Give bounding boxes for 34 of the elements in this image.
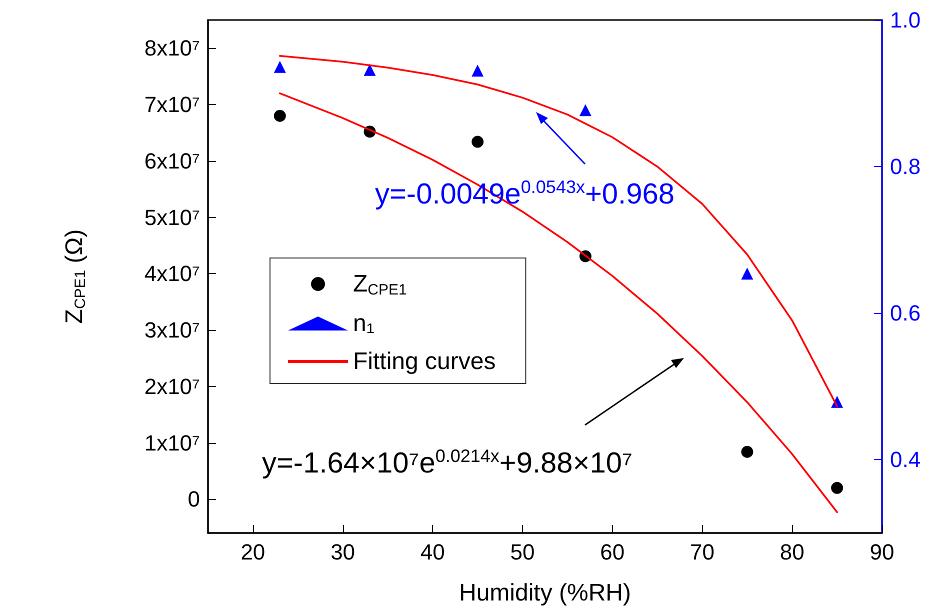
x-axis-title: Humidity (%RH) (458, 580, 632, 606)
y-tick-label: 6x10⁷ (144, 148, 200, 174)
x-tick-label: 90 (870, 540, 894, 564)
x-tick-label: 40 (420, 540, 445, 564)
x-tick-label: 70 (690, 540, 715, 564)
point (472, 64, 484, 77)
point (364, 64, 376, 76)
y-axis-title: ZCPE1 (Ω) (61, 229, 89, 324)
y-tick-label: 2x10⁷ (144, 374, 200, 399)
point (579, 104, 592, 116)
point (831, 482, 844, 494)
legend-label: Fitting curves (353, 348, 496, 375)
y2-tick-label: 1.0 (890, 8, 921, 32)
y-tick-label: 8x10⁷ (144, 36, 200, 61)
y2-tick-label: 0.8 (890, 154, 921, 180)
x-tick-label: 80 (780, 540, 804, 564)
y-tick-label: 0 (188, 486, 200, 512)
y2-tick-label: 0.6 (890, 300, 921, 326)
y-tick-label: 5x10⁷ (144, 204, 200, 230)
x-tick-label: 50 (510, 540, 535, 564)
y-tick-label: 4x10⁷ (144, 261, 200, 286)
y2-tick-label: 0.4 (890, 447, 921, 472)
point (741, 446, 754, 458)
point (741, 268, 754, 280)
x-tick-label: 30 (330, 540, 356, 564)
point (472, 136, 484, 148)
point (274, 110, 286, 122)
y-tick-label: 1x10⁷ (144, 430, 200, 456)
y-tick-label: 7x10⁷ (144, 92, 200, 118)
point (274, 60, 286, 73)
legend-label: n₁ (353, 310, 374, 337)
x-tick-label: 60 (600, 540, 625, 564)
x-tick-label: 20 (240, 540, 266, 564)
y-tick-label: 3x10⁷ (144, 318, 200, 343)
